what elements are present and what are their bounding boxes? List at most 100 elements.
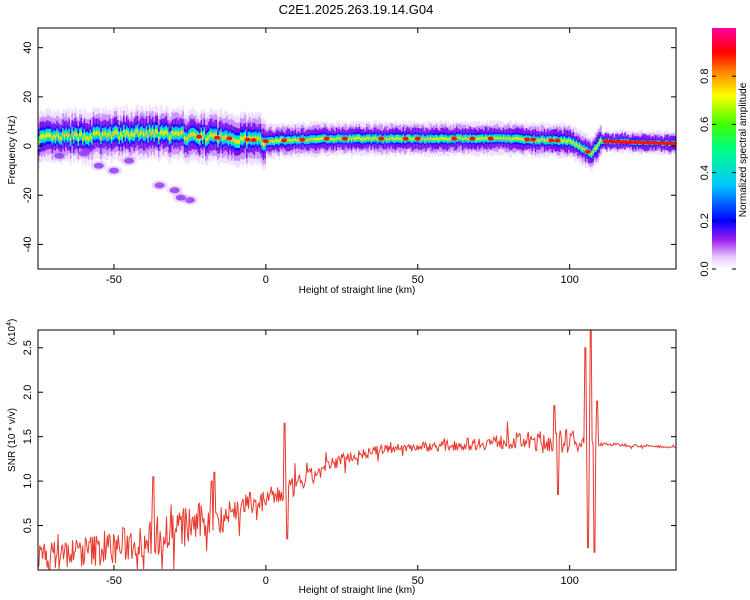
spectrogram-cell — [513, 137, 516, 140]
spectrogram-cell — [319, 137, 321, 141]
spectrogram-cell — [145, 130, 148, 135]
spectrogram-peak — [244, 137, 251, 142]
spectrogram-marks — [38, 104, 677, 206]
spectrogram-cell — [331, 137, 333, 141]
spectrogram-cell — [38, 140, 40, 145]
spectrogram-y-tick-label: 40 — [22, 42, 34, 54]
spectrogram-peak — [487, 136, 494, 141]
spectrogram-cell — [460, 136, 462, 139]
spectrogram-cell — [57, 134, 60, 139]
spectrogram-cell — [575, 142, 578, 146]
spectrogram-cell — [306, 138, 309, 142]
spectrogram-cell — [291, 138, 294, 142]
spectrogram-cell — [577, 144, 579, 148]
spectrogram-peak — [668, 141, 677, 146]
spectrogram-feature-halo — [51, 150, 68, 161]
spectrogram-cell — [170, 135, 172, 139]
spectrogram-cell — [349, 136, 352, 139]
spectrogram-cell — [86, 135, 89, 140]
spectrogram-feature — [124, 157, 135, 164]
spectrogram-cell — [442, 137, 444, 140]
spectrogram-cell — [123, 128, 125, 133]
spectrogram-cell — [320, 137, 323, 140]
spectrogram-cell — [505, 137, 508, 141]
spectrogram-cell — [91, 136, 93, 141]
spectrogram-cell — [338, 137, 341, 140]
spectrogram-cell — [129, 134, 131, 139]
spectrogram-cell — [162, 131, 165, 136]
spectrogram-cell — [261, 141, 263, 145]
spectrogram-feature-halo — [172, 192, 189, 203]
spectrogram-cell — [97, 130, 99, 135]
spectrogram-cell — [521, 137, 523, 141]
spectrogram-cell — [574, 143, 576, 146]
spectrogram-cell — [133, 132, 136, 137]
spectrogram-cell — [135, 130, 137, 135]
spectrogram-cell — [294, 138, 297, 141]
spectrogram-cell — [69, 138, 72, 143]
spectrogram-cell — [458, 136, 461, 139]
spectrogram-y-title: Frequency (Hz) — [7, 116, 18, 185]
spectrogram-cell — [165, 129, 168, 134]
spectrogram-cell — [360, 137, 362, 141]
spectrogram-peak — [323, 136, 330, 141]
spectrogram-cell — [215, 133, 218, 138]
spectrogram-cell — [71, 131, 74, 136]
spectrogram-cell — [80, 131, 83, 136]
spectrogram-cell — [565, 140, 567, 143]
spectrogram-cell — [408, 136, 411, 140]
spectrogram-cell — [112, 131, 115, 136]
spectrogram-cell — [82, 137, 84, 142]
spectrogram-cell — [569, 139, 572, 143]
spectrogram-cell — [92, 131, 95, 135]
spectrogram-cell — [109, 131, 112, 136]
spectrogram-cell — [540, 137, 543, 141]
spectrogram-x-tick-label: 100 — [560, 274, 578, 286]
spectrogram-cell — [185, 136, 188, 141]
spectrogram-cell — [335, 137, 338, 141]
spectrogram-cell — [593, 147, 596, 150]
spectrogram-cell — [583, 147, 586, 151]
spectrogram-cell — [244, 133, 247, 138]
spectrogram-peak — [214, 135, 221, 140]
spectrogram-cell — [246, 140, 248, 145]
snr-scale-factor: (x104) — [6, 319, 18, 346]
spectrogram-cell — [445, 136, 447, 140]
spectrogram-cell — [499, 136, 502, 140]
spectrogram-cell — [127, 132, 130, 137]
spectrogram-peak — [299, 137, 306, 142]
spectrogram-cell — [429, 137, 432, 140]
spectrogram-peak — [644, 140, 653, 145]
spectrogram-cell — [493, 136, 496, 140]
spectrogram-cell — [151, 129, 154, 134]
spectrogram-cell — [243, 136, 245, 141]
spectrogram-peak — [414, 136, 421, 141]
spectrogram-cell — [77, 137, 80, 142]
spectrogram-cell — [410, 137, 412, 140]
spectrogram-cell — [126, 130, 128, 135]
spectrogram-cell — [255, 135, 257, 140]
spectrogram-peak — [650, 140, 659, 145]
spectrogram-cell — [268, 139, 271, 143]
spectrogram-cell — [422, 136, 425, 140]
spectrogram-cell — [63, 134, 66, 139]
spectrogram-y-axis: -40 -20 0 20 40 — [22, 42, 676, 252]
spectrogram-cell — [139, 131, 142, 136]
spectrogram-feature-halo — [181, 195, 198, 206]
spectrogram-peak — [196, 134, 203, 139]
spectrogram-cell — [308, 138, 311, 142]
spectrogram-cell — [578, 144, 581, 148]
spectrogram-x-tick-label: 50 — [412, 274, 424, 286]
spectrogram-cell — [270, 139, 273, 143]
spectrogram-cell — [79, 132, 81, 137]
spectrogram-cell — [274, 139, 277, 142]
spectrogram-peak — [341, 136, 348, 141]
spectrogram-cell — [296, 139, 298, 142]
spectrogram-cell — [83, 133, 86, 138]
spectrogram-cell — [449, 137, 452, 140]
snr-x-tick-label: -50 — [106, 575, 122, 587]
spectrogram-cell — [571, 141, 573, 144]
spectrogram-cell — [398, 137, 400, 140]
spectrogram-cell — [315, 138, 318, 141]
spectrogram-cell — [317, 137, 320, 141]
